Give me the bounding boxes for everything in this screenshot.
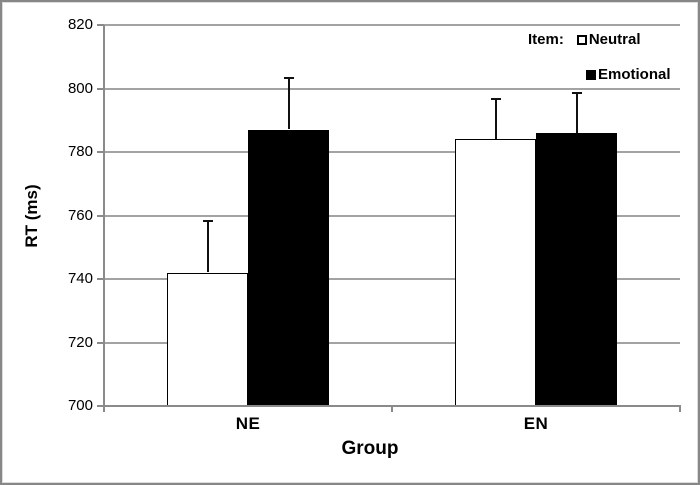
legend-title: Item:: [528, 31, 564, 48]
y-tick-label: 720: [67, 334, 93, 351]
x-tick-mark: [679, 406, 681, 412]
bar-en-emotional: [536, 133, 617, 406]
bar-en-neutral: [455, 139, 536, 406]
error-bar: [207, 220, 209, 272]
y-tick-label: 800: [67, 80, 93, 97]
y-tick-mark: [97, 342, 104, 344]
y-tick-label: 820: [67, 16, 93, 33]
emotional-swatch-icon: [586, 69, 596, 80]
bar-ne-emotional: [248, 130, 329, 406]
x-axis-title: Group: [341, 438, 399, 459]
gridline: [104, 278, 680, 280]
y-tick-mark: [97, 24, 104, 26]
y-axis-line: [103, 25, 105, 407]
y-tick-mark: [97, 278, 104, 280]
bar-ne-neutral: [167, 273, 248, 406]
legend-row-neutral: Item: Neutral: [528, 31, 641, 48]
y-tick-mark: [97, 215, 104, 217]
legend-item-neutral: Neutral: [588, 31, 641, 48]
legend-row-emotional: Emotional: [586, 66, 671, 83]
neutral-swatch-icon: [576, 34, 587, 45]
error-bar: [576, 92, 578, 133]
y-tick-label: 700: [67, 397, 93, 414]
legend-item-emotional: Emotional: [598, 66, 671, 83]
error-bar: [288, 77, 290, 129]
error-bar-cap: [491, 98, 501, 100]
error-bar: [495, 98, 497, 139]
gridline: [104, 215, 680, 217]
gridline: [104, 342, 680, 344]
x-tick-mark: [391, 406, 393, 412]
y-tick-mark: [97, 151, 104, 153]
x-category-label-en: EN: [523, 414, 549, 433]
gridline: [104, 24, 680, 26]
y-tick-mark: [97, 88, 104, 90]
y-tick-label: 760: [67, 207, 93, 224]
x-category-label-ne: NE: [235, 414, 261, 433]
error-bar-cap: [572, 92, 582, 94]
y-tick-mark: [97, 405, 104, 407]
y-tick-label: 740: [67, 270, 93, 287]
y-axis-title: RT (ms): [22, 184, 41, 248]
gridline: [104, 151, 680, 153]
gridline: [104, 88, 680, 90]
x-tick-mark: [103, 406, 105, 412]
error-bar-cap: [284, 77, 294, 79]
error-bar-cap: [203, 220, 213, 222]
y-tick-label: 780: [67, 143, 93, 160]
